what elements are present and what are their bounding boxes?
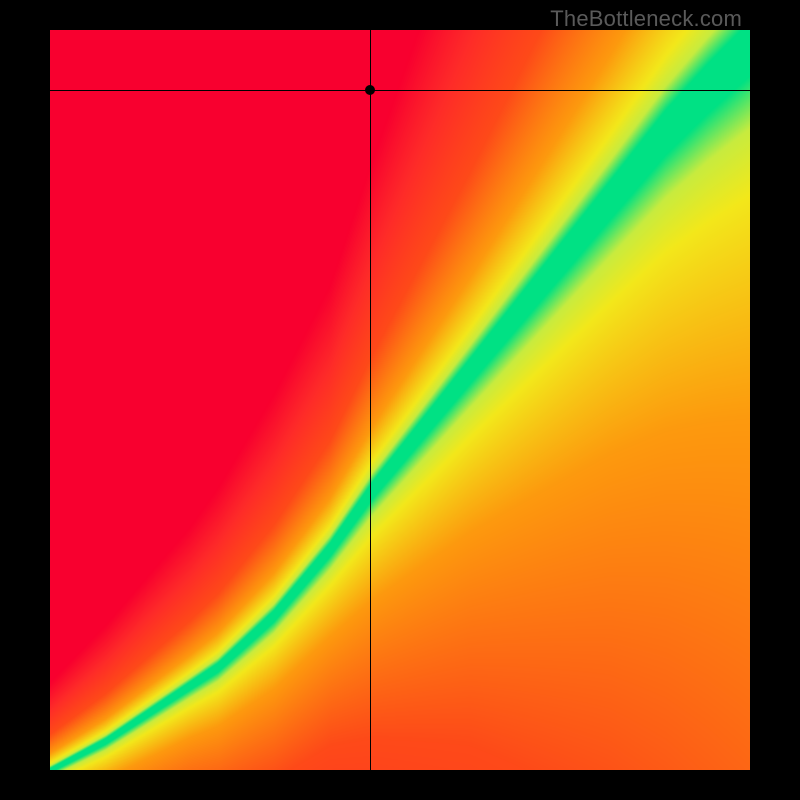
heatmap-canvas (50, 30, 750, 770)
plot-area (50, 30, 750, 770)
crosshair-vertical (370, 30, 371, 770)
crosshair-marker (365, 85, 375, 95)
watermark-text: TheBottleneck.com (550, 6, 742, 32)
crosshair-horizontal (50, 90, 750, 91)
